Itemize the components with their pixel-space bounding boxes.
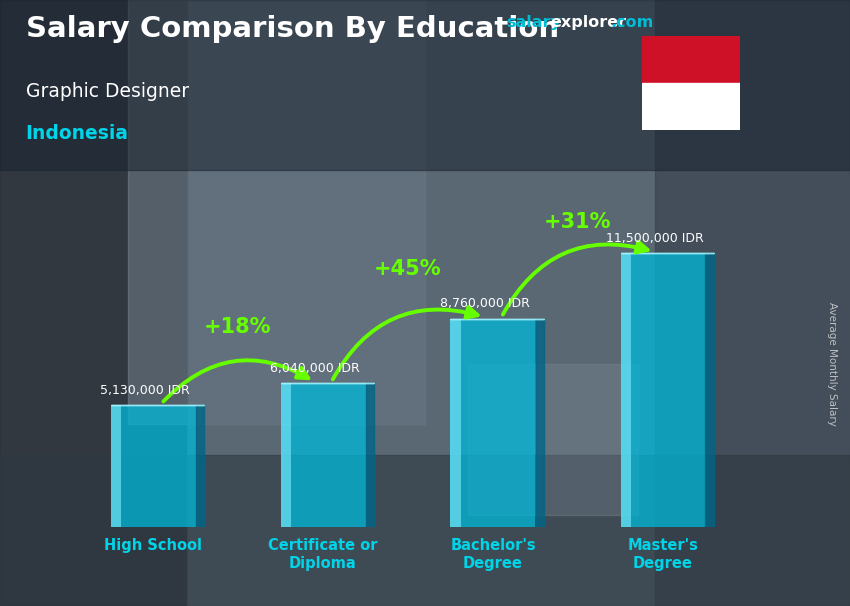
Text: Average Monthly Salary: Average Monthly Salary bbox=[827, 302, 837, 425]
Bar bbox=[654, 0, 850, 606]
Text: 11,500,000 IDR: 11,500,000 IDR bbox=[605, 232, 703, 245]
Bar bbox=[280, 384, 291, 527]
Text: Salary Comparison By Education: Salary Comparison By Education bbox=[26, 15, 558, 43]
Bar bbox=[0, 0, 850, 170]
Text: Indonesia: Indonesia bbox=[26, 124, 128, 143]
Text: explorer: explorer bbox=[551, 15, 627, 30]
Bar bbox=[0, 454, 850, 606]
FancyArrowPatch shape bbox=[333, 307, 478, 379]
Text: +18%: +18% bbox=[204, 317, 272, 338]
Bar bbox=[450, 319, 461, 527]
Polygon shape bbox=[706, 253, 714, 527]
Text: .com: .com bbox=[610, 15, 654, 30]
Bar bbox=[187, 0, 654, 606]
Text: 5,130,000 IDR: 5,130,000 IDR bbox=[99, 384, 190, 397]
Bar bbox=[0, 0, 187, 606]
Polygon shape bbox=[196, 405, 204, 527]
FancyArrowPatch shape bbox=[503, 242, 648, 315]
Text: +31%: +31% bbox=[544, 212, 612, 232]
Bar bbox=[620, 253, 631, 527]
Polygon shape bbox=[366, 384, 374, 527]
Bar bbox=[450, 319, 536, 527]
Bar bbox=[110, 405, 196, 527]
Bar bbox=[642, 36, 740, 84]
Text: 8,760,000 IDR: 8,760,000 IDR bbox=[439, 298, 530, 310]
Bar bbox=[280, 384, 366, 527]
Text: +45%: +45% bbox=[374, 259, 442, 279]
Text: salary: salary bbox=[506, 15, 561, 30]
Text: 6,040,000 IDR: 6,040,000 IDR bbox=[269, 362, 360, 375]
Polygon shape bbox=[536, 319, 544, 527]
Bar bbox=[468, 364, 638, 515]
Bar bbox=[642, 84, 740, 130]
FancyArrowPatch shape bbox=[163, 360, 309, 401]
Bar bbox=[110, 405, 121, 527]
Bar bbox=[620, 253, 706, 527]
Bar bbox=[128, 0, 425, 424]
Text: Graphic Designer: Graphic Designer bbox=[26, 82, 189, 101]
